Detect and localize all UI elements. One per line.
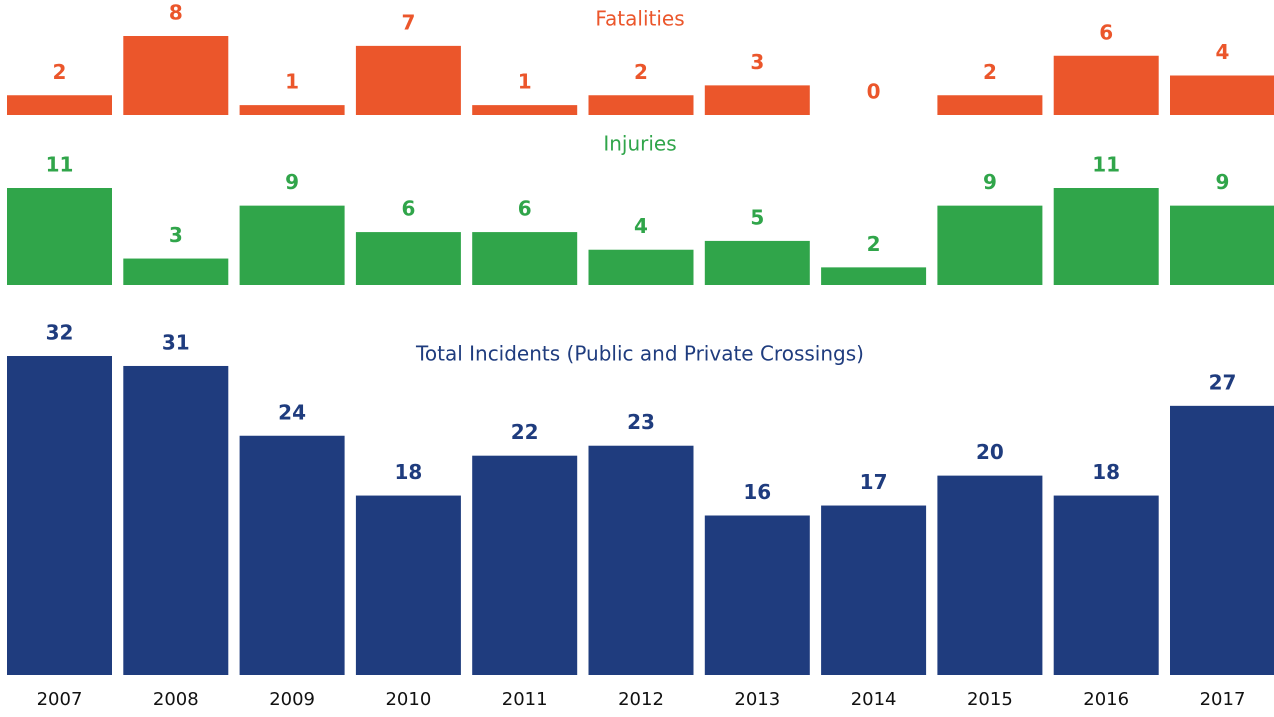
bar [588,95,694,115]
x-tick-label: 2015 [967,689,1013,710]
bar [937,95,1043,115]
bar [355,45,461,115]
value-label: 3 [169,223,183,247]
value-label: 27 [1209,370,1237,394]
bar [355,232,461,285]
value-label: 11 [46,153,74,177]
value-label: 9 [285,170,299,194]
value-label: 16 [743,480,771,504]
value-label: 23 [627,410,655,434]
chart-title: Total Incidents (Public and Private Cros… [415,342,864,366]
value-label: 17 [860,470,888,494]
bar [123,36,229,115]
value-label: 22 [511,420,539,444]
value-label: 18 [1092,460,1120,484]
x-tick-label: 2007 [37,689,83,710]
bar [1170,405,1274,675]
chart-title: Fatalities [595,7,684,31]
x-tick-label: 2014 [851,689,897,710]
value-label: 7 [401,10,415,34]
x-tick-label: 2009 [269,689,315,710]
bar [1053,188,1159,285]
value-label: 1 [285,70,299,94]
bar [937,475,1043,675]
value-label: 18 [394,460,422,484]
value-label: 0 [867,80,881,104]
value-label: 31 [162,330,190,354]
value-label: 2 [53,60,67,84]
value-label: 4 [634,214,648,238]
bar [355,495,461,675]
value-label: 6 [401,197,415,221]
bar [472,455,578,675]
bar [937,205,1043,285]
bar [821,267,927,285]
x-tick-label: 2013 [734,689,780,710]
bar [7,356,112,675]
bar [7,188,112,285]
bar [123,258,229,285]
value-label: 2 [634,60,648,84]
x-tick-label: 2010 [385,689,431,710]
x-tick-label: 2016 [1083,689,1129,710]
value-label: 24 [278,400,306,424]
bar [1053,495,1159,675]
bar [704,85,810,115]
bar [1053,55,1159,115]
value-label: 1 [518,70,532,94]
bar [123,365,229,675]
bar [1170,75,1274,115]
bar [239,205,345,285]
bar [239,105,345,115]
x-tick-label: 2017 [1200,689,1246,710]
value-label: 6 [1099,20,1113,44]
value-label: 9 [1216,170,1230,194]
value-label: 2 [983,60,997,84]
value-label: 4 [1216,40,1230,64]
bar [821,505,927,675]
bar [1170,205,1274,285]
value-label: 6 [518,197,532,221]
value-label: 8 [169,1,183,25]
bar [588,445,694,675]
bar [472,232,578,285]
bar [7,95,112,115]
x-tick-label: 2008 [153,689,199,710]
chart-title: Injuries [603,132,676,156]
value-label: 5 [750,205,764,229]
value-label: 2 [867,232,881,256]
value-label: 9 [983,170,997,194]
x-tick-label: 2012 [618,689,664,710]
value-label: 20 [976,440,1004,464]
bar [704,240,810,285]
bar [239,435,345,675]
x-tick-label: 2011 [502,689,548,710]
bar [588,249,694,285]
value-label: 32 [46,321,74,345]
value-label: 11 [1092,153,1120,177]
bar [472,105,578,115]
bar [704,515,810,675]
value-label: 3 [750,50,764,74]
